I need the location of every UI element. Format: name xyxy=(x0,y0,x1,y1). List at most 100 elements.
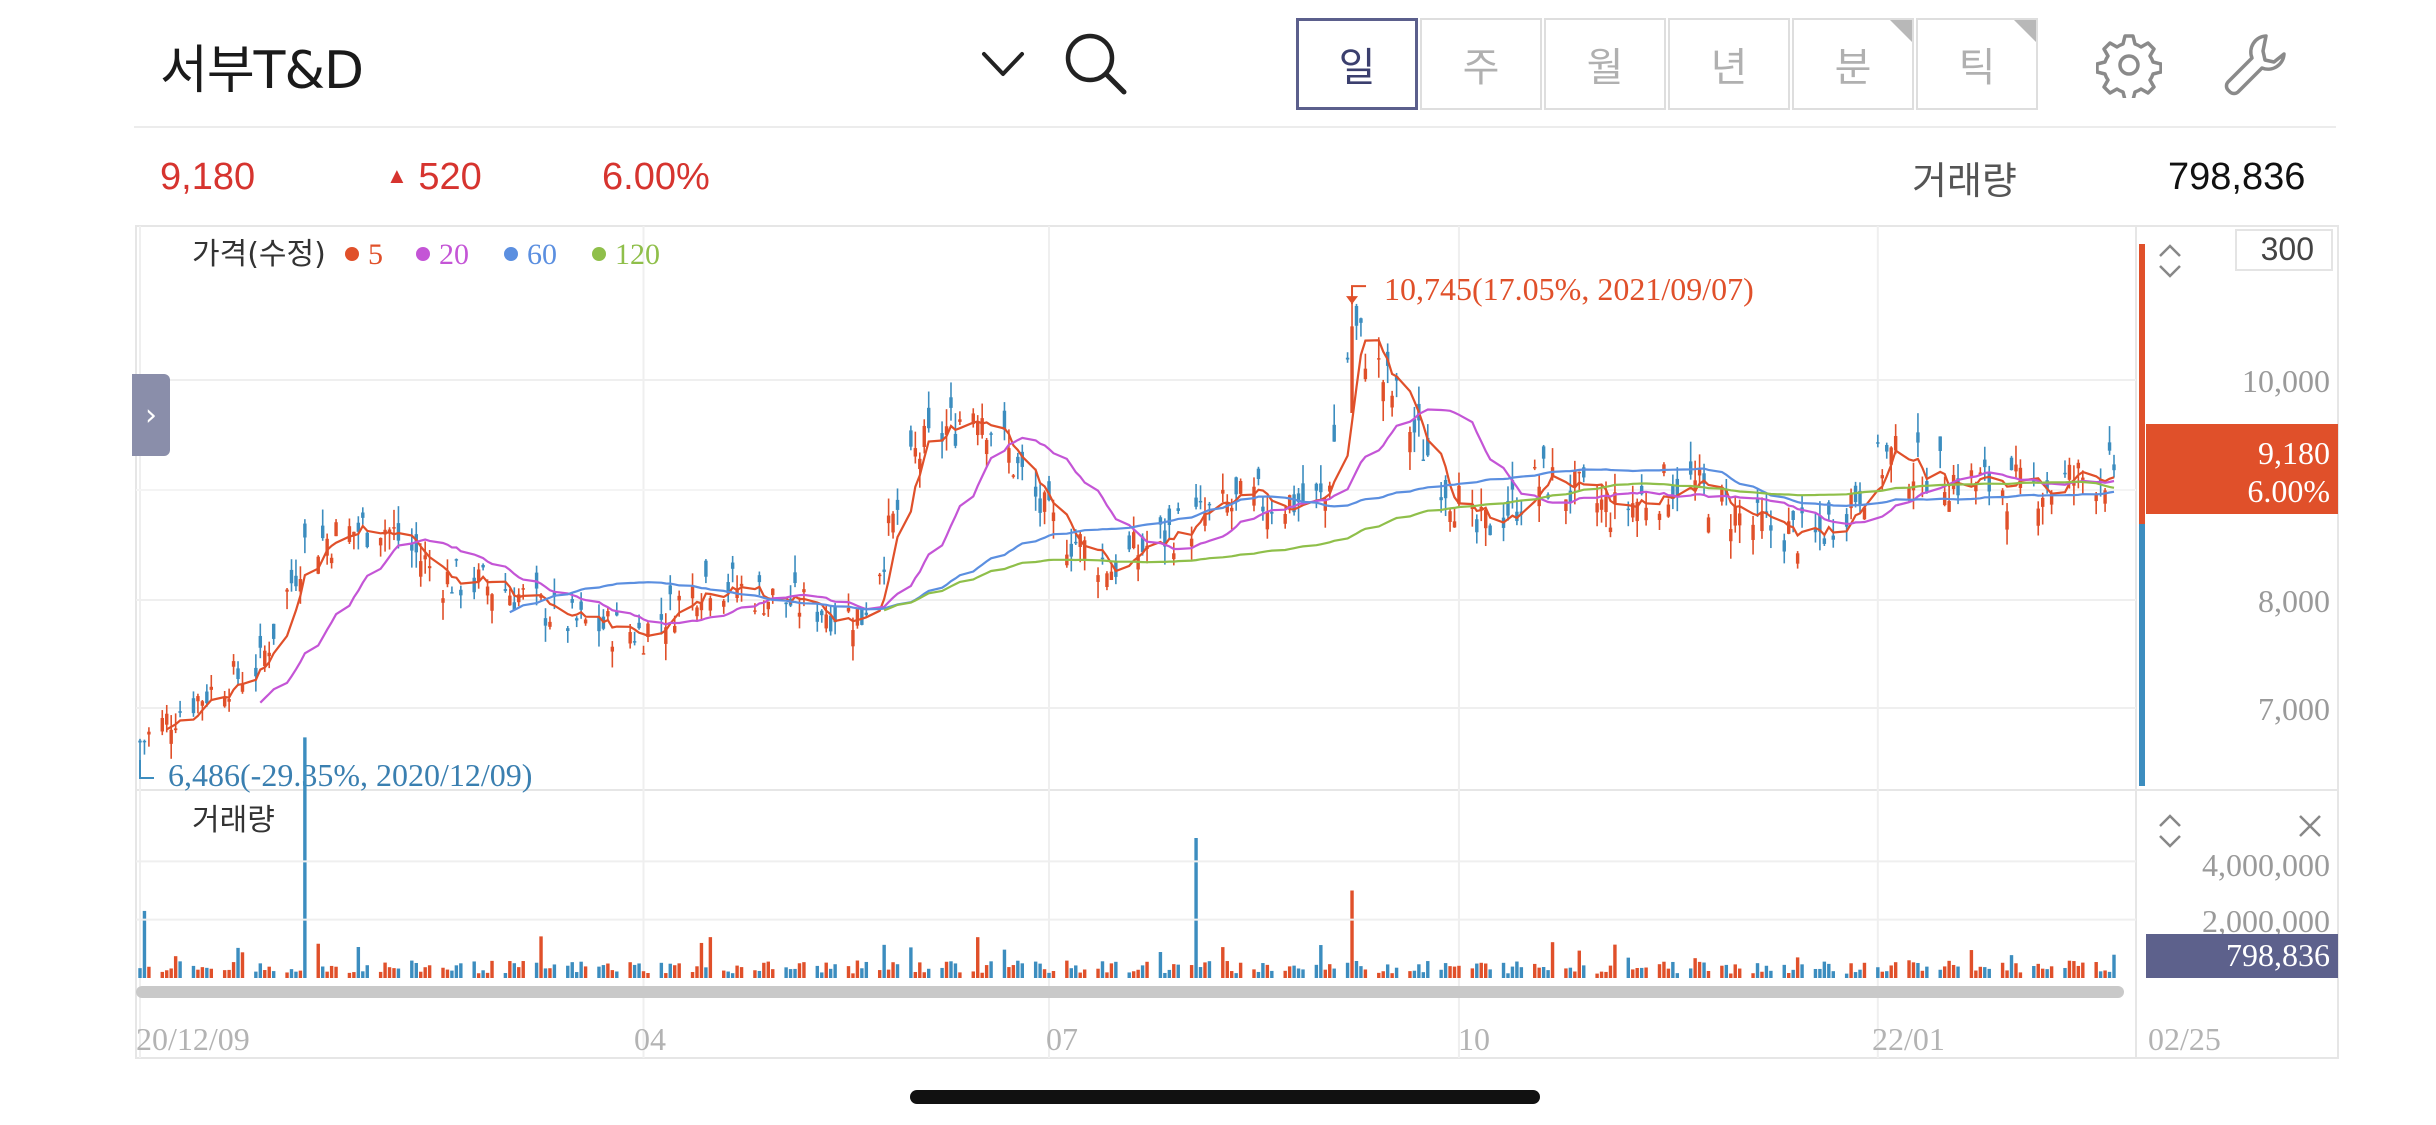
volume-bar xyxy=(855,960,860,978)
volume-bar xyxy=(1016,960,1020,978)
volume-bar xyxy=(570,962,574,978)
candle-body xyxy=(1729,529,1733,542)
chevron-down-icon[interactable] xyxy=(980,44,1026,84)
volume-bar xyxy=(1849,963,1853,978)
x-tick-label: 10 xyxy=(1458,1021,1490,1057)
expand-panel-button[interactable]: › xyxy=(132,374,170,456)
candle-body xyxy=(1599,499,1604,510)
candle-body xyxy=(1880,475,1884,479)
candle-body xyxy=(1230,507,1234,512)
candle-body xyxy=(472,577,476,593)
candle-body xyxy=(722,600,726,607)
volume-bar xyxy=(289,969,294,978)
candle-body xyxy=(824,614,828,629)
candle-body xyxy=(508,595,512,606)
volume-bar xyxy=(1114,961,1118,978)
volume-bar xyxy=(1987,968,1991,978)
volume-bar xyxy=(2076,965,2081,978)
candle-body xyxy=(2067,464,2072,480)
volume-y-tick: 2,000,000 xyxy=(2202,903,2330,939)
candle-body xyxy=(205,691,209,704)
volume-bar xyxy=(1983,967,1987,978)
candle-body xyxy=(1782,540,1786,552)
tab-period-0[interactable]: 일 xyxy=(1296,18,1418,110)
volume-bar xyxy=(1385,964,1390,978)
volume-panel-title: 거래량 xyxy=(192,803,275,838)
volume-bar xyxy=(142,910,147,978)
candle-body xyxy=(1283,513,1287,524)
volume-bar xyxy=(1893,962,1898,978)
volume-bar xyxy=(944,961,949,978)
volume-bar xyxy=(2067,960,2072,978)
candle-body xyxy=(574,618,579,621)
tab-period-1[interactable]: 주 xyxy=(1420,18,1542,110)
candle-body xyxy=(1818,515,1822,532)
candle-body xyxy=(1987,473,1991,492)
volume-bar xyxy=(1377,972,1381,978)
volume-bar xyxy=(2036,963,2040,978)
candle-body xyxy=(263,650,267,667)
candle-body xyxy=(1889,447,1893,465)
candle-body xyxy=(1582,467,1586,478)
candle-body xyxy=(1265,511,1270,530)
volume-bar xyxy=(909,947,913,978)
volume-bar xyxy=(1007,967,1011,978)
candle-body xyxy=(828,615,833,632)
volume-bar xyxy=(267,966,271,978)
scroll-up-icon[interactable] xyxy=(2159,814,2181,827)
scale-box[interactable] xyxy=(2235,229,2333,271)
candle-body xyxy=(1631,503,1635,518)
volume-bar xyxy=(886,969,891,978)
wrench-icon[interactable] xyxy=(2220,30,2290,100)
candle-body xyxy=(1261,506,1265,512)
candle-body xyxy=(704,560,708,577)
candle-body xyxy=(646,623,650,638)
volume-bar xyxy=(1889,965,1893,978)
search-icon[interactable] xyxy=(1062,30,1128,96)
gear-icon[interactable] xyxy=(2096,32,2162,98)
volume-bar xyxy=(147,966,151,978)
volume-bar xyxy=(1002,949,1007,978)
volume-bar xyxy=(169,968,173,978)
volume-bar xyxy=(361,971,365,978)
tab-label: 주 xyxy=(1462,45,1500,91)
candle-body xyxy=(1301,483,1305,503)
tab-period-3[interactable]: 년 xyxy=(1668,18,1790,110)
candle-body xyxy=(454,559,459,561)
scroll-down-icon[interactable] xyxy=(2159,835,2181,848)
ma-line-20 xyxy=(259,408,2115,704)
scroll-up-icon[interactable] xyxy=(2159,244,2181,257)
candle-body xyxy=(610,646,615,652)
volume-bar xyxy=(1782,964,1786,978)
candle-body xyxy=(1577,471,1581,474)
tab-period-4[interactable]: 분 xyxy=(1792,18,1914,110)
volume-bar xyxy=(1457,965,1461,978)
volume-bar xyxy=(1764,965,1769,978)
candle-body xyxy=(860,608,864,625)
candle-body xyxy=(138,740,142,743)
candle-body xyxy=(1252,486,1256,506)
candle-body xyxy=(641,653,646,655)
candle-body xyxy=(2112,464,2116,471)
tab-period-5[interactable]: 틱 xyxy=(1916,18,2038,110)
candle-body xyxy=(1515,511,1519,522)
candle-body xyxy=(1475,519,1479,533)
close-icon[interactable] xyxy=(2299,815,2321,837)
candle-body xyxy=(971,413,975,425)
volume-bar xyxy=(1947,960,1951,978)
tab-period-2[interactable]: 월 xyxy=(1544,18,1666,110)
horizontal-scrollbar[interactable] xyxy=(136,986,2124,998)
volume-bar xyxy=(1729,973,1733,978)
volume-bar xyxy=(1047,972,1051,978)
volume-bar xyxy=(1537,967,1541,978)
volume-bar xyxy=(1136,969,1140,978)
current-volume-label: 798,836 xyxy=(2226,937,2330,973)
volume-bar xyxy=(1506,973,1510,978)
volume-bar xyxy=(1221,947,1225,978)
volume-bar xyxy=(1925,966,1929,978)
candle-body xyxy=(1377,358,1381,360)
high-marker xyxy=(1351,285,1367,305)
scroll-down-icon[interactable] xyxy=(2159,265,2181,278)
volume-bar xyxy=(512,963,517,978)
